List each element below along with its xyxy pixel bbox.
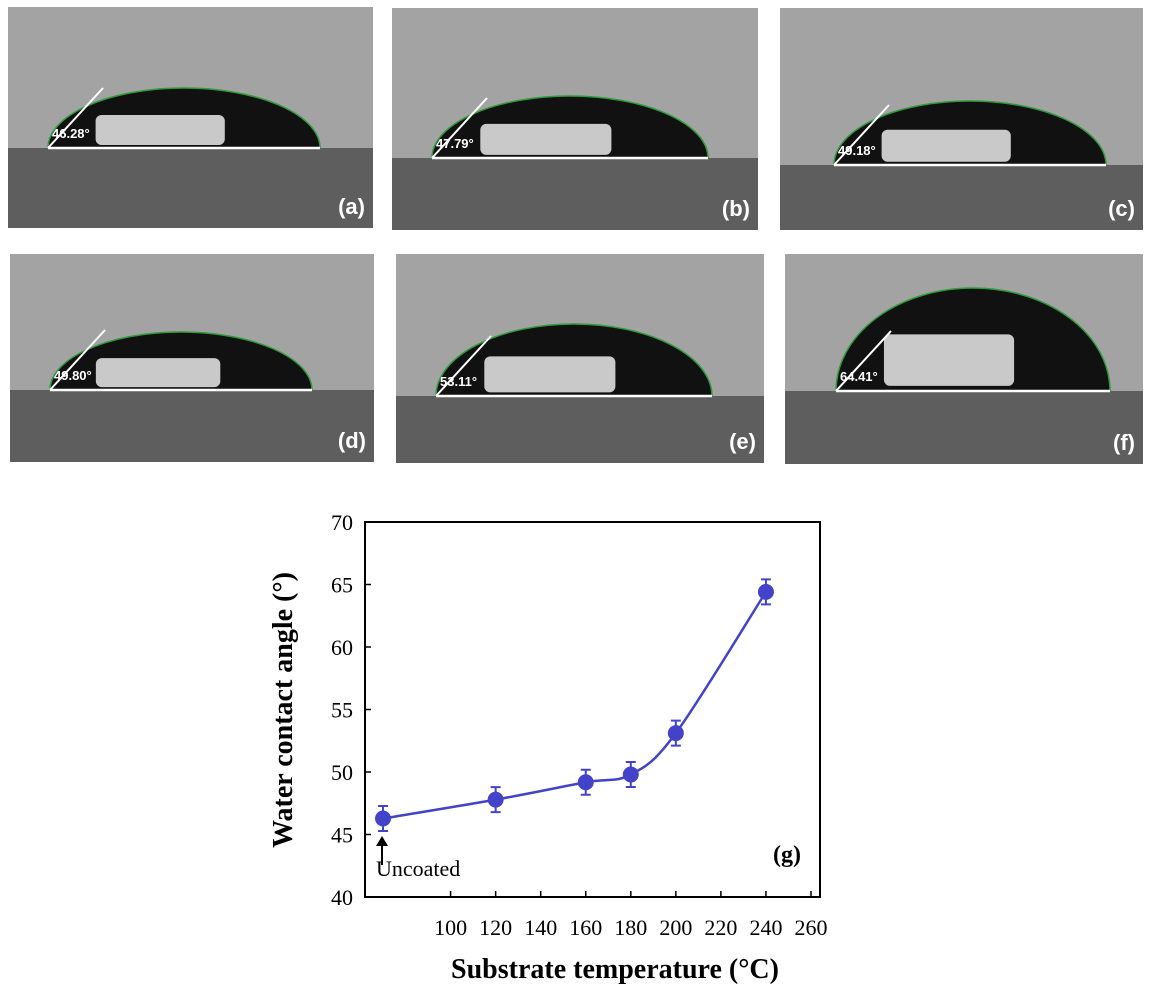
data-point: [757, 583, 774, 600]
y-tick-label: 45: [331, 823, 353, 848]
annotation: Uncoated: [376, 856, 460, 881]
tangent: [435, 335, 492, 397]
photo-substrate: [392, 158, 758, 230]
droplet-reflection: [883, 334, 1015, 386]
photo-substrate: [8, 148, 373, 228]
data-point: [622, 766, 639, 783]
arrow-head: [376, 836, 388, 846]
y-tick-label: 60: [331, 635, 353, 660]
data-point: [667, 725, 684, 742]
data-point: [577, 774, 594, 791]
y-tick-label: 65: [331, 573, 353, 598]
tangent: [833, 104, 890, 166]
x-tick-label: 100: [434, 915, 467, 940]
x-tick-label: 240: [749, 915, 782, 940]
y-tick-label: 50: [331, 760, 353, 785]
panel-label: (a): [338, 194, 365, 219]
x-tick-label: 120: [479, 915, 512, 940]
tangent: [835, 330, 892, 392]
angle-label: 49.18°: [838, 143, 876, 158]
droplet-reflection: [95, 115, 225, 145]
angle-label: 46.28°: [52, 126, 90, 141]
angle-label: 53.11°: [440, 374, 477, 389]
y-axis-label: Water contact angle (°): [268, 572, 299, 848]
y-tick-label: 40: [331, 885, 353, 910]
tangent: [431, 97, 488, 159]
droplet-reflection: [484, 356, 616, 393]
photo-substrate: [10, 390, 374, 462]
photo-substrate: [780, 165, 1143, 230]
x-tick-label: 200: [659, 915, 692, 940]
y-tick-label: 70: [331, 510, 353, 535]
x-axis-label: Substrate temperature (°C): [451, 954, 779, 985]
tangent: [47, 87, 104, 149]
droplet-reflection: [480, 123, 612, 155]
photo-substrate: [396, 396, 764, 463]
data-point: [375, 810, 392, 827]
x-tick-label: 180: [614, 915, 647, 940]
x-tick-label: 160: [569, 915, 602, 940]
angle-label: 47.79°: [436, 136, 474, 151]
droplet-reflection: [881, 129, 1011, 162]
angle-label: 64.41°: [840, 369, 878, 384]
tangent: [49, 329, 106, 391]
panel-label: (f): [1113, 430, 1135, 455]
panel-label: (e): [729, 429, 756, 454]
y-tick-label: 55: [331, 698, 353, 723]
angle-label: 49.80°: [54, 368, 92, 383]
panel-label: (d): [338, 428, 366, 453]
data-point: [487, 791, 504, 808]
plot-frame: [364, 521, 821, 898]
x-tick-label: 220: [704, 915, 737, 940]
trend-line: [382, 591, 767, 820]
droplet-reflection: [95, 358, 221, 388]
panel-label: (c): [1108, 196, 1135, 221]
x-tick-label: 140: [524, 915, 557, 940]
panel-label: (g): [773, 842, 801, 868]
photo-substrate: [785, 391, 1143, 464]
panel-label: (b): [722, 196, 750, 221]
x-tick-label: 260: [794, 915, 827, 940]
